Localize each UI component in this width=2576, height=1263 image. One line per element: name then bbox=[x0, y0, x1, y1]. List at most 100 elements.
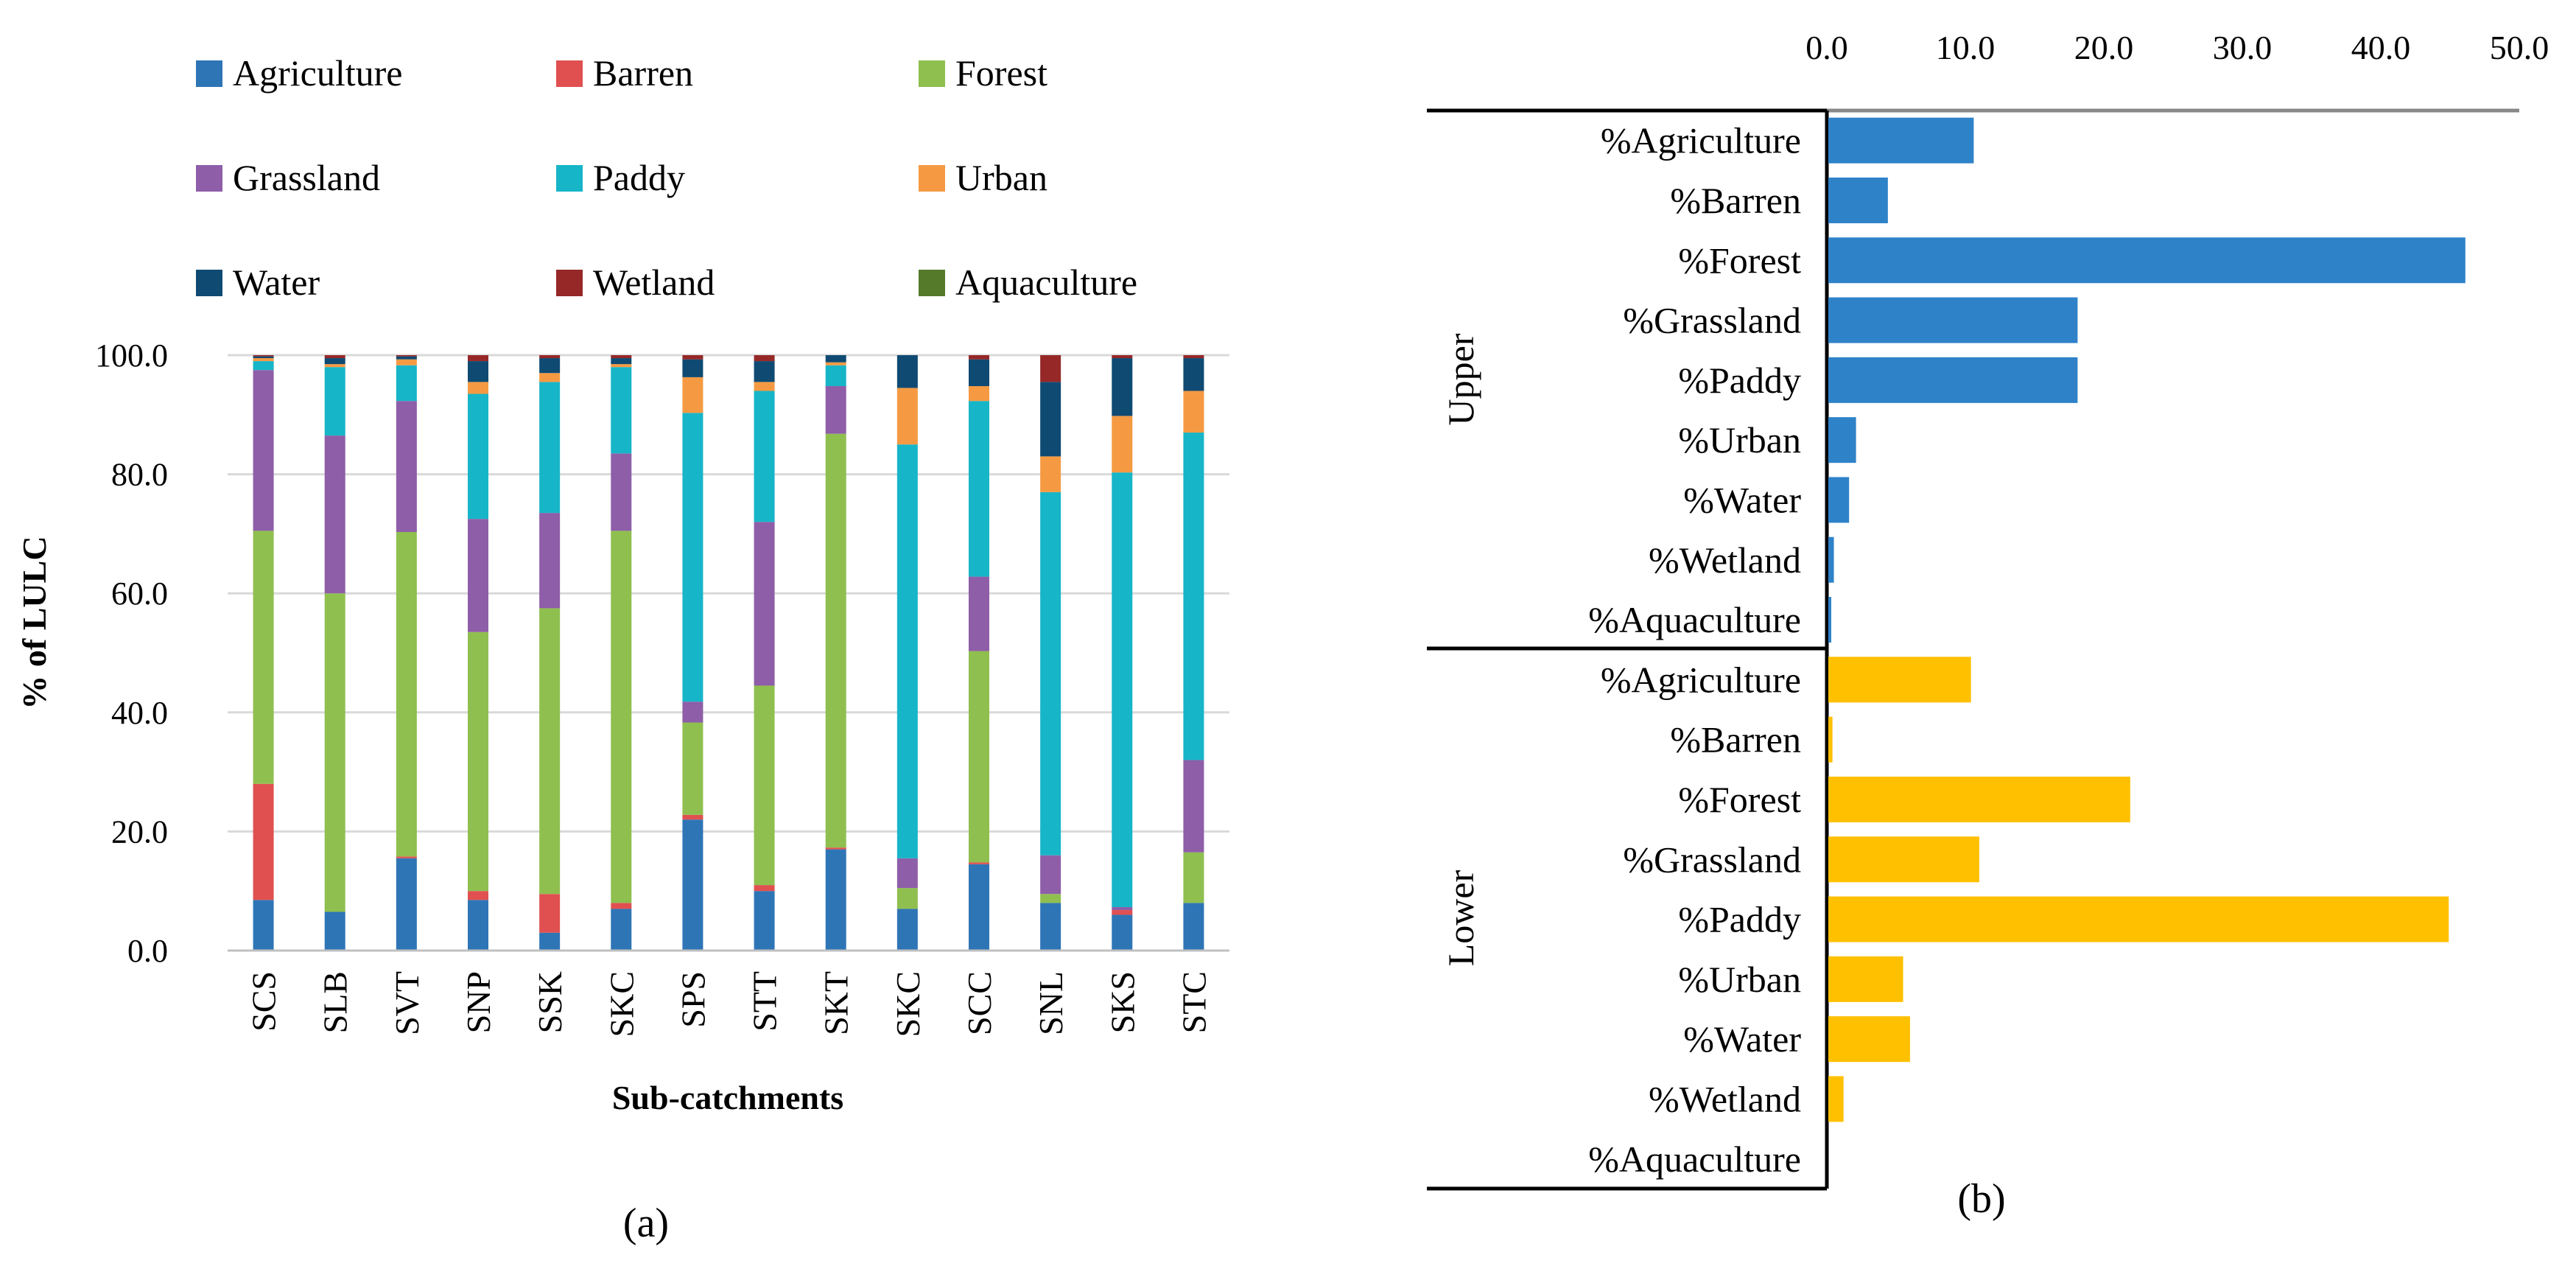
bar-segment-urban bbox=[754, 382, 775, 391]
x-tick-label: SNL bbox=[1032, 971, 1070, 1035]
bar-upper-forest bbox=[1828, 237, 2466, 284]
chart-b-category-labels: %Agriculture %Barren %Forest %Grassland %Pad… bbox=[1588, 120, 1801, 1180]
bar-segment-paddy bbox=[682, 413, 703, 702]
bar-segment-water bbox=[396, 356, 417, 360]
bar-segment-grassland bbox=[253, 370, 274, 531]
x-tick-label: SPS bbox=[674, 971, 712, 1028]
bar-segment-forest bbox=[682, 722, 703, 815]
bar-upper-grassland bbox=[1828, 297, 2078, 343]
legend-label: Agriculture bbox=[233, 52, 402, 94]
category-label: %Grassland bbox=[1623, 300, 1801, 341]
bar-segment-paddy bbox=[1040, 491, 1061, 856]
category-label: %Agriculture bbox=[1601, 120, 1801, 161]
bar-upper-paddy bbox=[1828, 357, 2078, 403]
bar-segment-water bbox=[253, 356, 274, 359]
bar-segment-grassland bbox=[1112, 907, 1133, 911]
x-tick-label: SKT bbox=[818, 971, 855, 1035]
bar-segment-urban bbox=[896, 388, 918, 445]
bar-segment-urban bbox=[253, 358, 274, 362]
bar-segment-wetland bbox=[1112, 355, 1133, 359]
bar-segment-agriculture bbox=[1112, 914, 1133, 951]
bar-segment-wetland bbox=[324, 355, 345, 359]
legend-swatch-wetland bbox=[556, 270, 583, 296]
category-label: %Wetland bbox=[1649, 1078, 1801, 1119]
category-label: %Water bbox=[1683, 479, 1801, 520]
bar-segment-barren bbox=[1112, 910, 1133, 915]
legend-swatch-agriculture bbox=[196, 60, 222, 87]
bar-segment-paddy bbox=[396, 365, 417, 402]
bar-segment-water bbox=[324, 358, 345, 365]
bar-segment-water bbox=[1183, 358, 1204, 391]
bar-segment-barren bbox=[253, 783, 274, 900]
x-tick-label: SKC bbox=[889, 971, 927, 1037]
category-label: %Agriculture bbox=[1601, 659, 1801, 700]
bar-segment-paddy bbox=[969, 401, 989, 577]
bar-segment-grassland bbox=[825, 386, 846, 434]
bar-segment-urban bbox=[396, 359, 417, 365]
chart-a-bars bbox=[253, 355, 1204, 951]
bar-segment-agriculture bbox=[324, 912, 345, 951]
bar-segment-paddy bbox=[468, 393, 488, 519]
bar-segment-grassland bbox=[754, 522, 775, 686]
bar-segment-forest bbox=[1040, 894, 1061, 903]
x-tick-label: 30.0 bbox=[2213, 29, 2273, 66]
bar-segment-paddy bbox=[896, 444, 918, 858]
legend-label: Barren bbox=[593, 52, 693, 94]
bar-segment-grassland bbox=[896, 858, 918, 889]
category-label: %Grassland bbox=[1623, 839, 1801, 880]
x-tick-label: 40.0 bbox=[2351, 29, 2411, 66]
bar-segment-agriculture bbox=[682, 819, 703, 951]
bar-upper-agriculture bbox=[1828, 117, 1974, 164]
bar-segment-urban bbox=[1040, 456, 1061, 492]
bar-segment-water bbox=[539, 358, 561, 374]
category-label: %Forest bbox=[1678, 239, 1801, 281]
chart-b-panel-label: (b) bbox=[1957, 1176, 2005, 1222]
bar-segment-grassland bbox=[324, 435, 345, 594]
bar-segment-barren bbox=[754, 885, 775, 892]
legend-label: Forest bbox=[955, 52, 1047, 94]
bar-segment-forest bbox=[468, 632, 488, 892]
x-tick-label: SSK bbox=[531, 971, 569, 1033]
x-tick-label: SLB bbox=[317, 971, 354, 1033]
legend-swatch-forest bbox=[919, 60, 945, 87]
bar-segment-agriculture bbox=[253, 900, 274, 951]
bar-segment-agriculture bbox=[611, 909, 632, 951]
bar-lower-water bbox=[1828, 1016, 1910, 1063]
bar-segment-wetland bbox=[539, 355, 561, 359]
bar-segment-urban bbox=[468, 382, 488, 394]
bar-segment-forest bbox=[969, 651, 989, 863]
chart-b-group-label-lower: Lower bbox=[1440, 870, 1481, 966]
bar-segment-forest bbox=[754, 685, 775, 886]
legend-label: Wetland bbox=[593, 262, 715, 303]
bar-segment-forest bbox=[324, 593, 345, 912]
bar-segment-wetland bbox=[682, 355, 703, 360]
chart-b-bars bbox=[1828, 117, 2466, 1122]
bar-segment-paddy bbox=[324, 367, 345, 436]
x-tick-label: SKS bbox=[1103, 971, 1141, 1033]
x-tick-label: SVT bbox=[388, 971, 426, 1035]
bar-segment-paddy bbox=[539, 382, 561, 514]
bar-segment-barren bbox=[468, 891, 488, 900]
legend-label: Grassland bbox=[233, 157, 380, 198]
bar-segment-water bbox=[825, 355, 846, 363]
category-label: %Paddy bbox=[1678, 899, 1801, 940]
bar-segment-urban bbox=[324, 364, 345, 368]
bar-segment-urban bbox=[1183, 391, 1204, 433]
chart-a-legend: Agriculture Barren Forest Grassland Paddy Urb… bbox=[196, 52, 1137, 303]
bar-segment-forest bbox=[1183, 852, 1204, 903]
chart-a-y-tick-labels: 0.0 20.0 40.0 60.0 80.0 100.0 bbox=[95, 337, 168, 969]
bar-segment-forest bbox=[253, 531, 274, 784]
y-tick-label: 100.0 bbox=[95, 337, 168, 374]
x-tick-label: STC bbox=[1175, 971, 1212, 1033]
bar-segment-barren bbox=[682, 814, 703, 820]
bar-segment-agriculture bbox=[468, 900, 488, 951]
bar-segment-urban bbox=[539, 373, 561, 382]
category-label: %Urban bbox=[1678, 959, 1801, 1000]
legend-swatch-water bbox=[196, 270, 222, 296]
legend-swatch-barren bbox=[556, 60, 583, 87]
category-label: %Wetland bbox=[1649, 539, 1801, 581]
chart-a-x-tick-labels: SCS SLB SVT SNP SSK SKC SPS STT SKT SKC SCC SNL SKS S… bbox=[245, 971, 1213, 1037]
y-tick-label: 80.0 bbox=[111, 457, 168, 493]
chart-b-group-label-upper: Upper bbox=[1440, 333, 1481, 425]
